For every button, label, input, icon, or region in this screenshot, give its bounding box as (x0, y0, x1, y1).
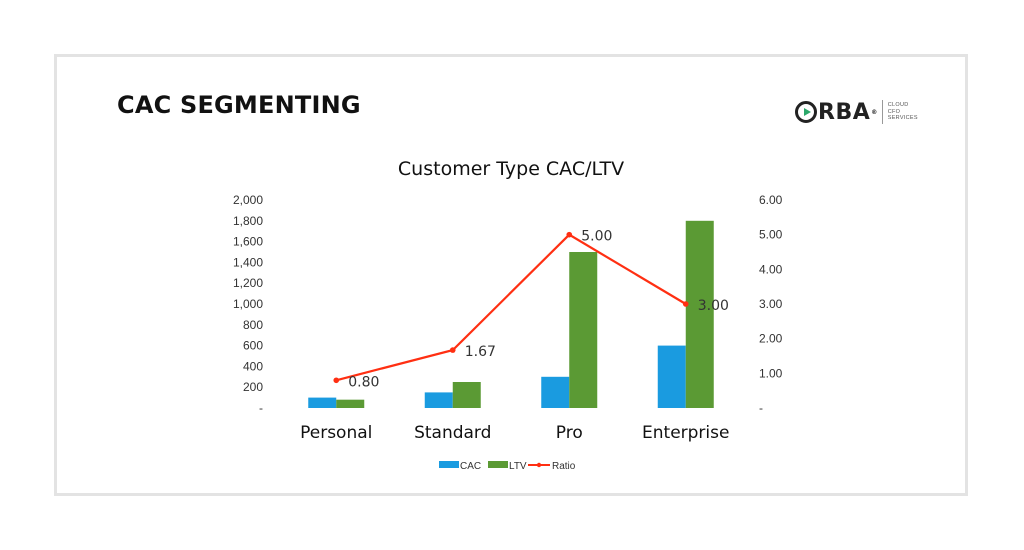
bar-cac (308, 397, 337, 408)
logo-divider (881, 100, 883, 124)
chart-title: Customer Type CAC/LTV (398, 158, 624, 180)
ratio-data-label: 0.80 (348, 374, 379, 390)
ratio-point (682, 301, 689, 307)
y-left-tick-label: 600 (243, 339, 263, 353)
legend-label: Ratio (552, 461, 576, 472)
logo-tagline-line: SERVICES (887, 115, 918, 122)
bar-ltv (685, 220, 714, 408)
logo-word-text: RBA (818, 99, 871, 125)
bar-cac (424, 392, 453, 408)
logo-wordmark: RBA ® (795, 100, 878, 125)
legend-label: LTV (509, 461, 527, 472)
x-category-label: Pro (556, 423, 583, 443)
y-right-tick-label: 2.00 (759, 332, 783, 346)
logo-tagline-line: CFO (887, 108, 901, 115)
y-right-tick-label: 1.00 (759, 366, 783, 380)
y-right-tick-label: 3.00 (759, 297, 783, 311)
y-left-tick-label: 1,600 (233, 235, 263, 249)
logo-tagline-line: CLOUD (887, 102, 909, 109)
logo-tagline: CLOUD CFO SERVICES (888, 102, 928, 122)
y-left-tick-label: 1,800 (233, 214, 263, 228)
legend-swatch-ltv (488, 461, 508, 468)
y-left-tick-label: 200 (243, 380, 263, 394)
y-left-tick-label: 800 (243, 318, 263, 332)
ratio-point (566, 231, 573, 238)
y-left-tick-label: 1,400 (233, 255, 263, 269)
y-left-tick-label: 1,200 (233, 276, 263, 290)
y-left-tick-label: 1,000 (233, 297, 263, 311)
bar-ltv (569, 252, 598, 408)
y-right-tick-label: 6.00 (759, 193, 783, 207)
orba-logo: RBA ® CLOUD CFO SERVICES (795, 99, 928, 125)
y-right-tick-label: 5.00 (759, 228, 783, 242)
y-right-tick-label: 4.00 (759, 262, 783, 276)
legend-label: CAC (460, 461, 481, 472)
bar-cac (541, 376, 570, 408)
y-left-tick-label: - (259, 401, 263, 415)
y-right-tick-label: - (759, 401, 763, 415)
x-category-label: Standard (414, 423, 491, 443)
logo-registered-mark: ® (871, 108, 878, 116)
ratio-data-label: 5.00 (581, 229, 612, 245)
y-left-tick-label: 2,000 (233, 193, 263, 207)
ratio-point (449, 347, 456, 353)
x-category-label: Enterprise (642, 423, 729, 443)
bar-cac (657, 345, 686, 408)
ratio-data-label: 1.67 (465, 344, 496, 360)
slide-frame: CAC SEGMENTING RBA ® CLOUD CFO SERVICES (54, 54, 968, 496)
legend-swatch-cac (439, 461, 459, 468)
bar-ltv (336, 399, 365, 408)
ratio-line (335, 233, 687, 382)
bar-ltv (452, 382, 481, 408)
ratio-data-label: 3.00 (698, 298, 729, 314)
legend-marker-ratio (536, 462, 542, 468)
logo-play-icon (795, 101, 817, 123)
ratio-point (333, 377, 340, 384)
slide-title: CAC SEGMENTING (117, 91, 361, 119)
y-left-tick-label: 400 (243, 359, 263, 373)
x-category-label: Personal (300, 423, 372, 443)
